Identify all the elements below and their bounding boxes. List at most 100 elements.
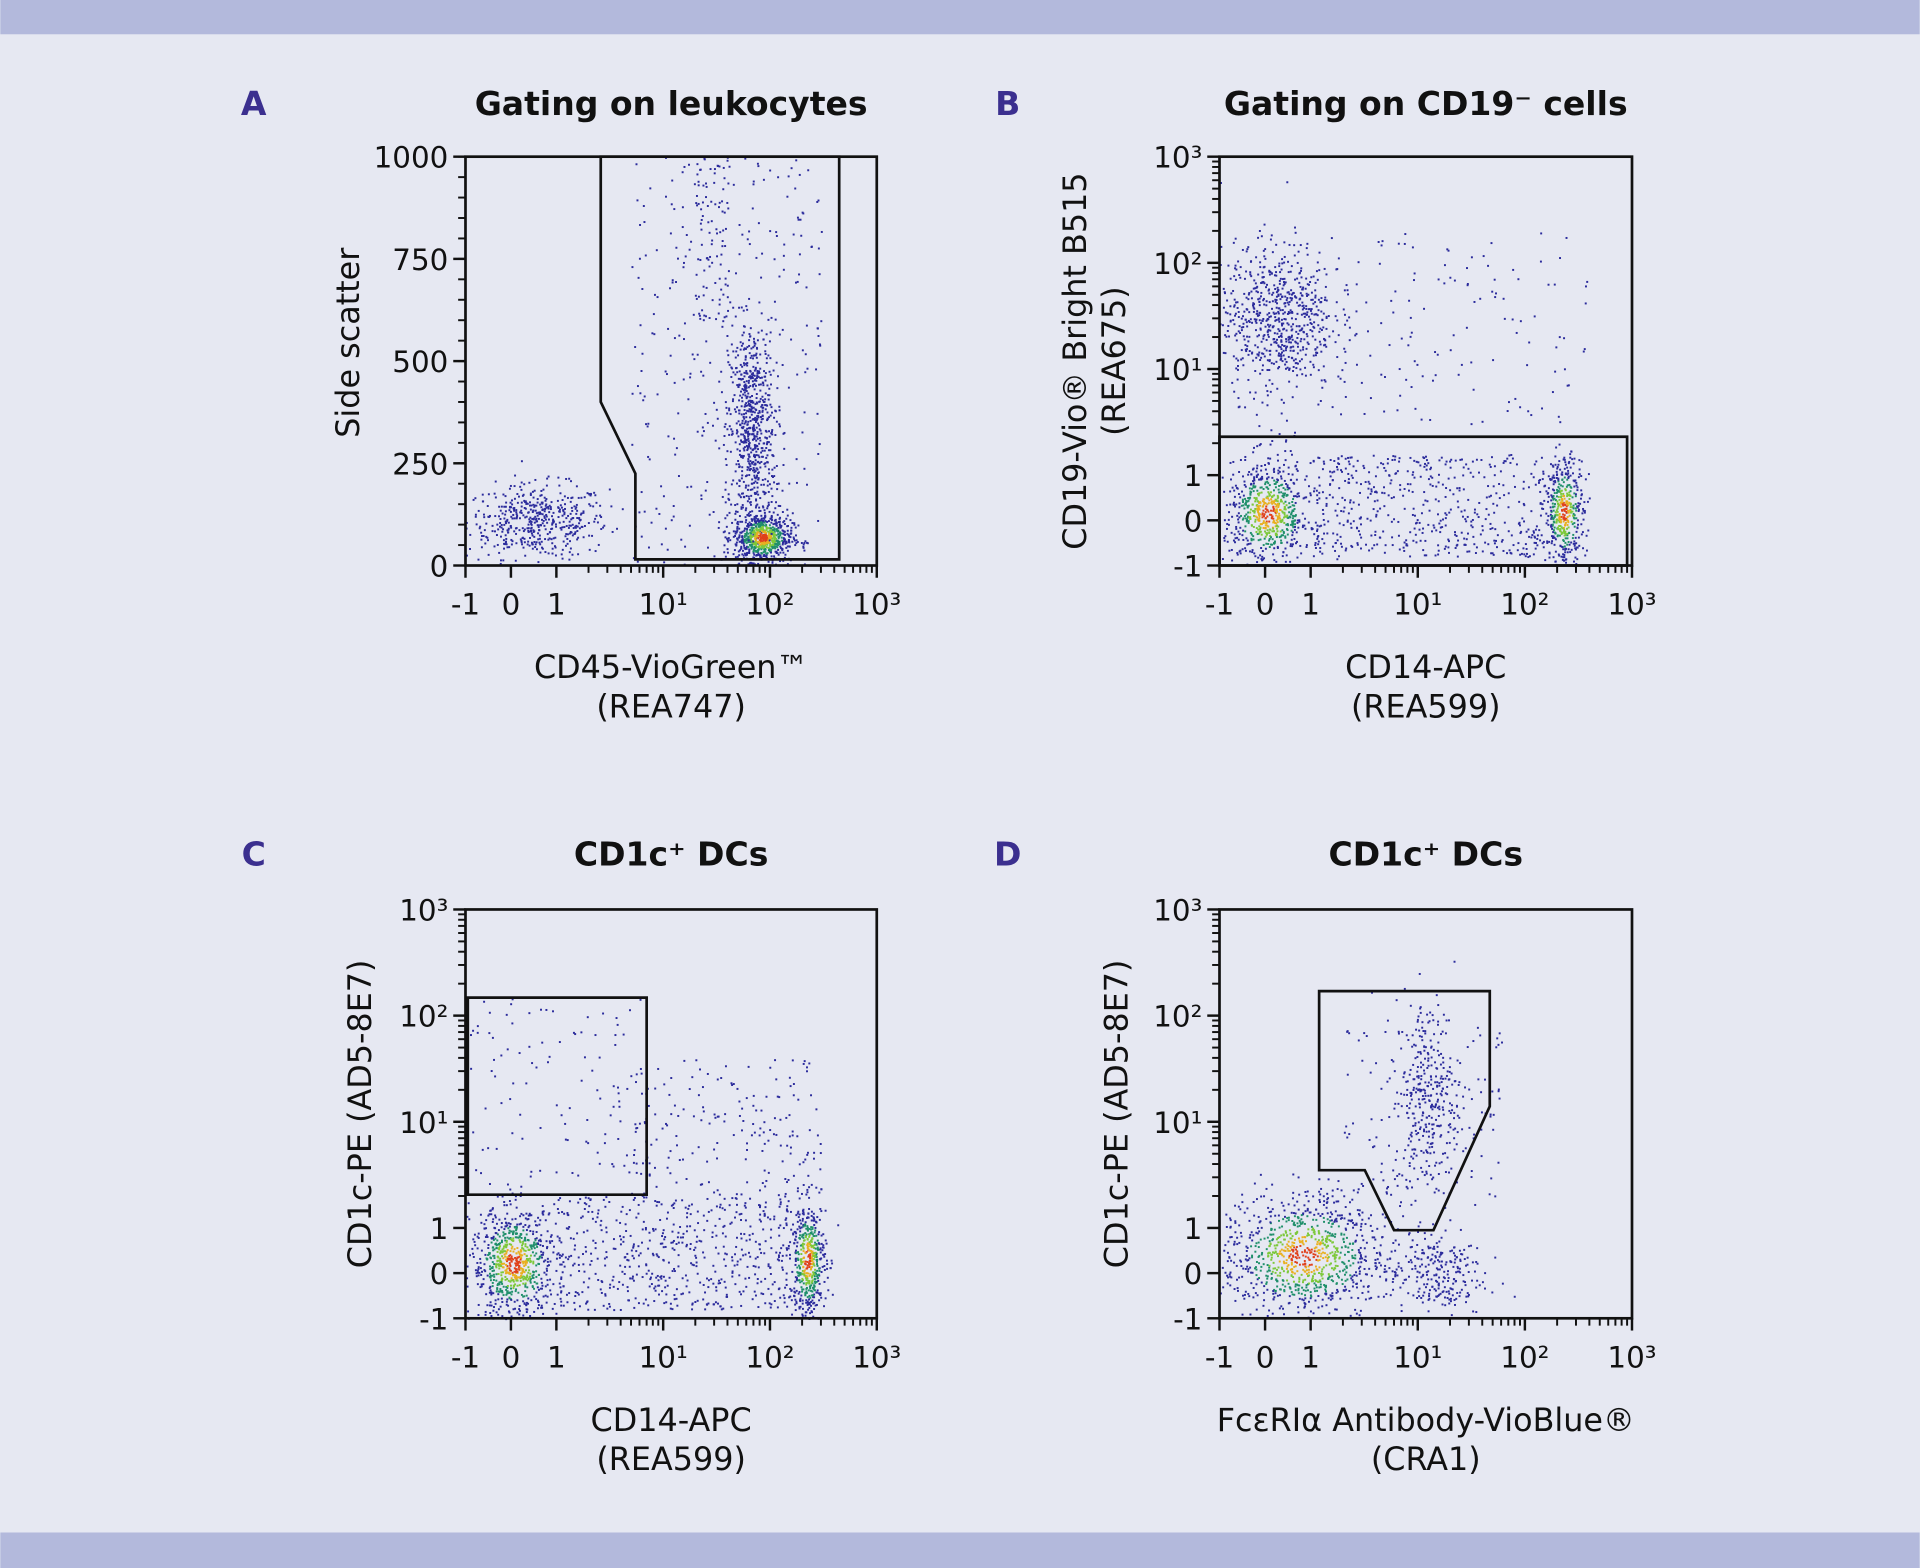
event-dot <box>1258 508 1261 511</box>
event-dot <box>1566 519 1569 522</box>
event-dot <box>1292 495 1295 498</box>
event-dot <box>1570 511 1573 514</box>
event-dot <box>494 496 497 499</box>
event-dot <box>579 513 582 516</box>
event-dot <box>597 543 600 546</box>
event-dot <box>1221 476 1224 479</box>
event-dot <box>1257 519 1260 522</box>
event-dot <box>1313 533 1316 536</box>
population-5 <box>695 156 730 323</box>
event-dot <box>1580 460 1583 463</box>
event-dot <box>775 465 778 467</box>
event-dot <box>1546 542 1549 544</box>
event-dot <box>1557 528 1560 531</box>
event-dot <box>610 505 613 508</box>
event-dot <box>760 523 763 526</box>
event-dot <box>1431 379 1434 382</box>
event-dot <box>1525 548 1528 550</box>
event-dot <box>751 519 754 522</box>
event-dot <box>518 1308 521 1311</box>
event-dot <box>1268 379 1271 382</box>
event-dot <box>1282 312 1285 315</box>
event-dot <box>1280 498 1283 501</box>
event-dot <box>1319 400 1322 402</box>
event-dot <box>1578 468 1581 471</box>
event-dot <box>1400 337 1403 340</box>
event-dot <box>728 409 731 412</box>
event-dot <box>1328 493 1331 496</box>
x-tick-label: 10¹ <box>1393 587 1442 621</box>
event-dot <box>1566 551 1569 554</box>
event-dot <box>673 437 676 440</box>
event-dot <box>564 507 566 510</box>
event-dot <box>1291 297 1294 300</box>
event-dot <box>698 312 701 315</box>
event-dot <box>1287 271 1290 274</box>
event-dot <box>728 532 731 535</box>
event-dot <box>1279 277 1282 280</box>
event-dot <box>702 430 705 433</box>
event-dot <box>727 207 730 210</box>
event-dot <box>1343 289 1346 292</box>
event-dot <box>766 384 769 387</box>
event-dot <box>699 222 702 225</box>
event-dot <box>1281 510 1284 513</box>
event-dot <box>1266 394 1269 397</box>
event-dot <box>756 347 759 350</box>
event-dot <box>1250 275 1253 278</box>
event-dot <box>1252 482 1255 485</box>
event-dot <box>764 555 767 558</box>
event-dot <box>749 396 752 399</box>
event-dot <box>718 201 721 204</box>
event-dot <box>1295 542 1297 545</box>
event-dot <box>1457 373 1460 376</box>
event-dot <box>1250 290 1253 293</box>
event-dot <box>753 546 756 549</box>
event-dot <box>751 482 754 485</box>
event-dot <box>755 520 758 523</box>
event-dot <box>1322 365 1325 368</box>
event-dot <box>757 222 760 225</box>
event-dot <box>1463 509 1466 512</box>
event-dot <box>494 1302 497 1305</box>
event-dot <box>1275 299 1278 301</box>
event-dot <box>518 1309 521 1312</box>
event-dot <box>1277 504 1280 507</box>
event-dot <box>727 270 730 273</box>
event-dot <box>1559 468 1562 471</box>
event-dot <box>1313 487 1316 490</box>
event-dot <box>1272 553 1275 556</box>
event-dot <box>1301 305 1304 308</box>
event-dot <box>702 285 705 288</box>
event-dot <box>588 493 591 496</box>
event-dot <box>697 295 700 298</box>
event-dot <box>735 422 738 425</box>
event-dot <box>1579 497 1582 500</box>
event-dot <box>485 522 488 525</box>
event-dot <box>1573 492 1576 495</box>
event-dot <box>1247 319 1250 322</box>
event-dot <box>1241 548 1244 551</box>
event-dot <box>1345 547 1348 550</box>
event-dot <box>660 543 663 546</box>
event-dot <box>671 179 674 182</box>
event-dot <box>752 424 755 427</box>
event-dot <box>709 255 712 258</box>
event-dot <box>754 537 757 540</box>
event-dot <box>1285 340 1288 343</box>
event-dot <box>716 232 719 235</box>
event-dot <box>756 554 759 557</box>
gate-polygon[interactable] <box>599 155 841 561</box>
event-dot <box>1567 548 1570 551</box>
event-dot <box>1563 497 1566 500</box>
event-dot <box>738 449 741 452</box>
event-dot <box>571 534 574 537</box>
event-dot <box>752 406 755 409</box>
gate-polygon[interactable] <box>1218 435 1629 567</box>
event-dot <box>1289 545 1292 548</box>
event-dot <box>548 504 551 507</box>
event-dot <box>725 525 728 528</box>
event-dot <box>1344 395 1347 398</box>
event-dot <box>655 507 658 510</box>
event-dot <box>749 465 752 468</box>
